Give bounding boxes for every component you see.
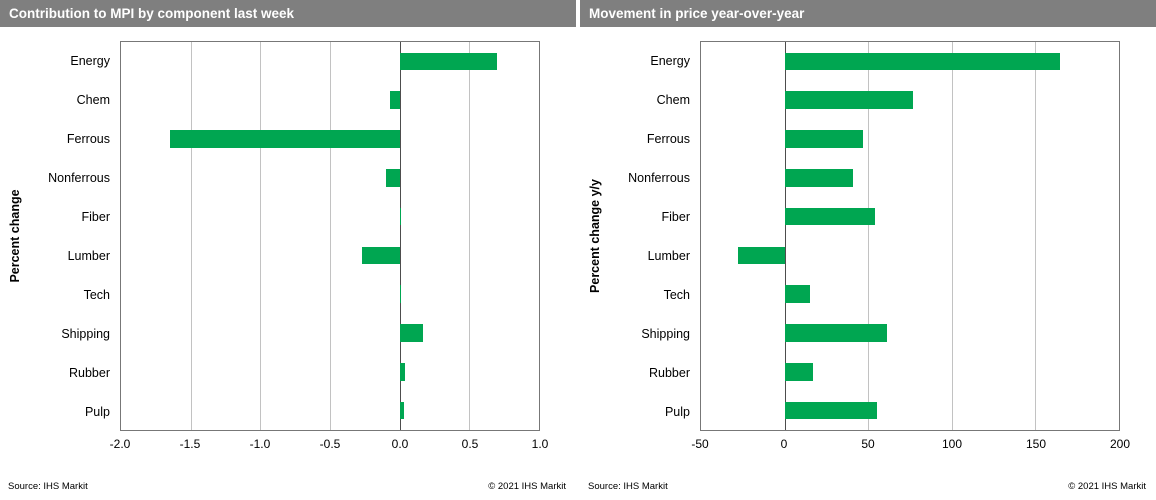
category-label: Rubber <box>69 365 110 380</box>
source-note: Source: IHS Markit <box>8 481 88 492</box>
x-axis-ticks: -2.0 -1.5 -1.0 -0.5 0.0 0.5 1.0 <box>110 431 549 455</box>
gridline <box>951 42 953 430</box>
bar-ferrous <box>784 130 864 148</box>
x-tick-label: 150 <box>1025 437 1047 451</box>
source-note: Source: IHS Markit <box>588 481 668 492</box>
gridline <box>330 42 331 430</box>
x-tick-label: -2.0 <box>109 437 131 451</box>
bar-rubber <box>784 363 814 381</box>
zero-axis-line <box>784 42 786 430</box>
x-tick-label: -50 <box>691 437 709 451</box>
category-label: Chem <box>656 92 690 107</box>
chart-body: Percent change y/y Energy Chem Ferrous Nonf… <box>580 41 1156 451</box>
plot-area <box>700 41 1120 431</box>
copyright-note: © 2021 IHS Markit <box>488 481 566 492</box>
chart-title: Movement in price year-over-year <box>580 0 1156 27</box>
y-axis-label: Percent change y/y <box>588 179 602 293</box>
category-label: Ferrous <box>646 131 690 146</box>
x-tick-label: 0.5 <box>461 437 479 451</box>
bar-energy <box>399 52 498 71</box>
bar-nonferrous <box>784 169 854 187</box>
category-label: Nonferrous <box>628 170 690 185</box>
bar-chem <box>784 91 914 109</box>
category-label: Energy <box>650 53 690 68</box>
x-tick-label: 200 <box>1109 437 1131 451</box>
gridline <box>190 42 192 430</box>
bar-tech <box>399 285 402 303</box>
category-label: Pulp <box>664 404 690 419</box>
x-tick-label: 1.0 <box>531 437 549 451</box>
y-axis-label-wrap: Percent change <box>0 41 30 431</box>
category-axis: Energy Chem Ferrous Nonferrous Fiber Lumber Te… <box>30 41 120 431</box>
category-label: Shipping <box>61 326 110 341</box>
gridline <box>260 42 262 430</box>
category-label: Chem <box>76 92 110 107</box>
category-label: Tech <box>83 287 110 302</box>
chart-panel-price-movement: Movement in price year-over-year Percent… <box>580 0 1156 500</box>
category-label: Pulp <box>84 404 110 419</box>
x-tick-label: -1.0 <box>249 437 271 451</box>
x-tick-label: 0 <box>780 437 788 451</box>
category-label: Fiber <box>81 209 110 224</box>
bar-pulp <box>399 401 404 420</box>
bar-rubber <box>399 363 406 381</box>
chart-body: Percent change Energy Chem Ferrous Nonferro… <box>0 41 576 451</box>
bar-energy <box>784 52 1061 71</box>
chart-title: Contribution to MPI by component last we… <box>0 0 576 27</box>
plot-area-wrap: -50 0 50 100 150 200 <box>691 41 1130 451</box>
x-tick-label: -1.5 <box>179 437 201 451</box>
gridline <box>868 42 870 430</box>
bar-shipping <box>784 324 887 342</box>
plot-area-wrap: -2.0 -1.5 -1.0 -0.5 0.0 0.5 1.0 <box>110 41 548 451</box>
y-axis-label-wrap: Percent change y/y <box>580 41 610 431</box>
bar-tech <box>784 285 810 303</box>
bar-ferrous <box>169 130 400 148</box>
chart-footer: Source: IHS Markit © 2021 IHS Markit <box>588 481 1146 492</box>
chart-panel-mpi-contribution: Contribution to MPI by component last we… <box>0 0 576 500</box>
category-label: Energy <box>70 53 110 68</box>
bar-nonferrous <box>385 169 400 187</box>
gridline <box>469 42 471 430</box>
bar-shipping <box>399 324 424 342</box>
bar-fiber <box>399 207 402 226</box>
category-label: Shipping <box>641 326 690 341</box>
x-tick-label: 0.0 <box>391 437 409 451</box>
chart-footer: Source: IHS Markit © 2021 IHS Markit <box>8 481 566 492</box>
bar-chem <box>389 91 400 109</box>
x-tick-label: 100 <box>941 437 963 451</box>
category-label: Lumber <box>67 248 110 263</box>
plot-area <box>120 41 540 431</box>
bar-lumber <box>362 246 400 265</box>
zero-axis-line <box>399 42 401 430</box>
gridline <box>1035 42 1037 430</box>
bar-lumber <box>737 246 785 265</box>
bar-pulp <box>784 401 877 420</box>
category-axis: Energy Chem Ferrous Nonferrous Fiber Lumber Te… <box>610 41 700 431</box>
category-label: Tech <box>663 287 690 302</box>
y-axis-label: Percent change <box>8 189 22 283</box>
category-label: Fiber <box>661 209 690 224</box>
category-label: Nonferrous <box>48 170 110 185</box>
x-tick-label: 50 <box>861 437 875 451</box>
bar-fiber <box>784 207 875 226</box>
category-label: Rubber <box>649 365 690 380</box>
x-tick-label: -0.5 <box>319 437 341 451</box>
x-axis-ticks: -50 0 50 100 150 200 <box>691 431 1130 455</box>
copyright-note: © 2021 IHS Markit <box>1068 481 1146 492</box>
category-label: Lumber <box>647 248 690 263</box>
category-label: Ferrous <box>66 131 110 146</box>
